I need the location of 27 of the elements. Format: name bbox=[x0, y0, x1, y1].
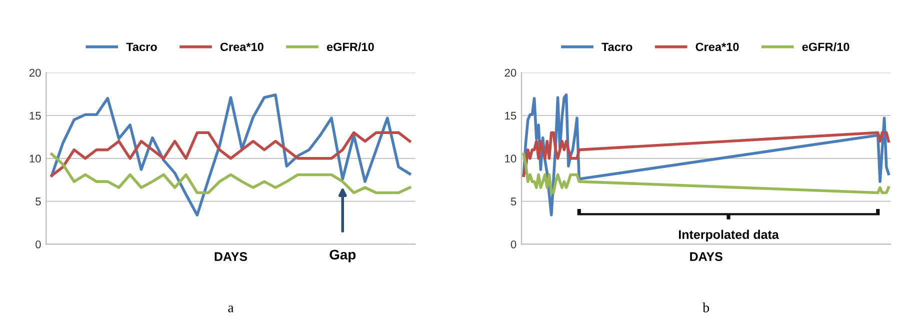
y-tick-label: 0 bbox=[510, 240, 516, 248]
legend-label: eGFR/10 bbox=[802, 42, 850, 52]
text: b bbox=[702, 302, 710, 312]
line-series bbox=[50, 131, 412, 177]
line-series bbox=[50, 152, 412, 194]
line-series bbox=[50, 94, 412, 216]
x-axis-title: DAYS bbox=[214, 252, 248, 262]
text: a bbox=[228, 306, 234, 312]
legend-label: Crea*10 bbox=[696, 42, 739, 52]
y-tick-label: 15 bbox=[505, 112, 516, 120]
y-tick-label: 5 bbox=[36, 198, 41, 206]
y-tick-label: 20 bbox=[504, 68, 516, 77]
legend-label: Tacro bbox=[602, 42, 632, 52]
legend-label: Tacro bbox=[126, 42, 157, 52]
y-tick-label: 20 bbox=[29, 68, 41, 77]
text: Gap bbox=[330, 250, 356, 262]
y-tick-label: 0 bbox=[36, 240, 41, 248]
y-tick-label: 15 bbox=[30, 112, 41, 120]
y-tick-label: 10 bbox=[30, 154, 41, 163]
legend-label: Crea*10 bbox=[220, 42, 264, 52]
y-tick-label: 10 bbox=[505, 154, 516, 163]
y-tick-label: 5 bbox=[510, 198, 516, 206]
line-series bbox=[522, 152, 890, 194]
x-axis-title: DAYS bbox=[690, 252, 722, 262]
annotation: Interpolated data bbox=[678, 230, 779, 242]
line-series bbox=[522, 131, 890, 177]
legend-label: eGFR/10 bbox=[326, 42, 374, 52]
